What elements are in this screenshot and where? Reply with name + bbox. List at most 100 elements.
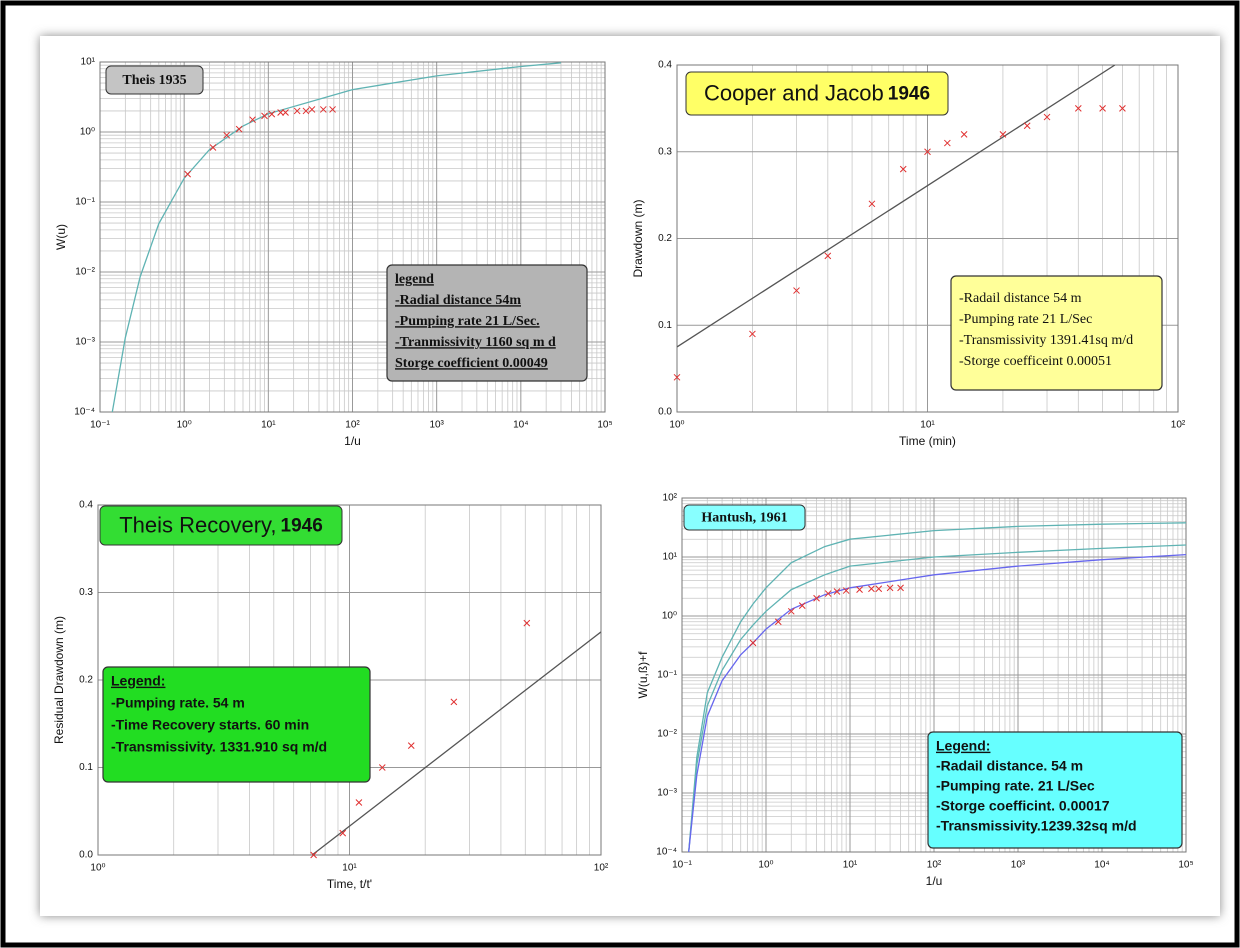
legend-item: -Radail distance 54 m xyxy=(959,291,1082,306)
x-tick-label: 10⁰ xyxy=(177,420,192,431)
y-tick-label: 0.1 xyxy=(79,762,93,773)
data-point xyxy=(329,106,336,113)
series-line xyxy=(688,544,1186,852)
data-point xyxy=(308,106,316,113)
data-point xyxy=(943,139,951,147)
y-tick-label: 0.2 xyxy=(658,233,672,244)
legend-item: -Transmissivity 1391.41sq m/d xyxy=(959,333,1133,348)
x-tick-label: 10⁵ xyxy=(597,420,612,431)
legend-box xyxy=(386,264,588,382)
data-point xyxy=(868,200,876,208)
data-point xyxy=(282,109,289,116)
title-year: 1946 xyxy=(888,84,930,105)
legend-item: -Time Recovery starts. 60 min xyxy=(111,717,309,733)
x-tick-label: 10⁰ xyxy=(669,420,684,431)
x-tick-label: 10¹ xyxy=(261,420,276,431)
legend-item: -Pumping rate. 21 L/Sec xyxy=(936,778,1095,794)
data-point xyxy=(249,116,256,124)
legend-title: legend xyxy=(395,272,434,287)
data-point xyxy=(293,107,301,115)
title-box xyxy=(683,504,806,531)
legend-item: -Storge coefficeint 0.00051 xyxy=(959,354,1112,369)
data-point xyxy=(960,131,968,138)
series-line xyxy=(111,62,562,412)
legend-item: -Pumping rate. 54 m xyxy=(111,695,245,711)
data-point xyxy=(450,698,458,706)
x-axis-label: 1/u xyxy=(926,874,943,888)
y-tick-label: 10⁰ xyxy=(662,611,677,622)
legend-item: -Transmissivity. 1331.910 sq m/d xyxy=(111,739,327,755)
x-tick-label: 10¹ xyxy=(920,420,935,431)
chart-title: Theis Recovery, 1946 xyxy=(119,512,323,537)
data-point xyxy=(261,112,268,120)
legend-item: -Radail distance. 54 m xyxy=(936,758,1083,774)
y-tick-label: 10² xyxy=(663,493,678,504)
series-line xyxy=(677,65,1116,348)
data-point xyxy=(523,619,531,627)
data-point xyxy=(787,607,795,615)
data-point xyxy=(856,586,863,593)
data-point xyxy=(897,584,904,592)
x-tick-label: 10³ xyxy=(1011,860,1026,871)
legend-item: -Radial distance 54m xyxy=(395,293,521,308)
x-tick-label: 10⁰ xyxy=(90,863,105,874)
y-axis-label: W(u,ß)+f xyxy=(636,651,650,699)
series-line xyxy=(688,522,1186,852)
data-point xyxy=(407,742,415,749)
data-point xyxy=(1043,113,1051,121)
data-point xyxy=(875,585,883,593)
data-point xyxy=(1023,122,1031,130)
title-box xyxy=(99,505,343,546)
chart-title: Cooper and Jacob 1946 xyxy=(704,80,930,105)
legend-title: Legend: xyxy=(936,738,990,754)
x-axis-label: Time (min) xyxy=(899,434,956,448)
y-tick-label: 0.4 xyxy=(658,60,672,71)
data-point xyxy=(824,590,832,597)
data-point xyxy=(319,106,327,113)
data-point xyxy=(842,587,850,594)
y-axis-label: Residual Drawdown (m) xyxy=(52,616,66,744)
data-point xyxy=(774,618,782,626)
y-tick-label: 10¹ xyxy=(81,57,96,68)
title-text: Theis 1935 xyxy=(122,73,186,88)
y-tick-label: 10⁰ xyxy=(80,127,95,138)
data-point xyxy=(268,110,276,118)
y-tick-label: 10⁻¹ xyxy=(657,670,677,681)
data-point xyxy=(223,131,231,139)
data-point xyxy=(886,584,894,592)
plot-border xyxy=(681,497,1187,853)
data-point xyxy=(673,373,681,381)
data-point xyxy=(868,585,875,593)
legend-box xyxy=(102,666,371,783)
y-tick-label: 0.3 xyxy=(79,587,93,598)
data-point xyxy=(355,799,363,806)
y-tick-label: 10⁻² xyxy=(75,267,95,278)
y-tick-label: 0.0 xyxy=(79,850,93,861)
data-point xyxy=(378,764,386,771)
data-point xyxy=(833,588,841,595)
data-point xyxy=(749,639,757,647)
y-tick-label: 0.3 xyxy=(658,146,672,157)
title-box xyxy=(685,71,949,116)
data-point xyxy=(824,252,832,260)
legend-item: -Tranmissivity 1160 sq m d xyxy=(395,335,556,350)
legend-box xyxy=(927,731,1183,849)
y-tick-label: 10⁻² xyxy=(657,729,677,740)
title-box xyxy=(105,65,204,95)
series-line xyxy=(311,631,601,855)
legend-item: -Pumping rate 21 L/Sec. xyxy=(395,314,540,329)
x-tick-label: 10³ xyxy=(429,420,444,431)
x-tick-label: 10⁻¹ xyxy=(90,420,110,431)
chart: 10⁰ 10¹ 10² 0.0 0.1 0.2 0.3 0.4 Time, t/t' Residu… xyxy=(52,500,609,892)
x-tick-label: 10⁵ xyxy=(1178,860,1193,871)
data-point xyxy=(184,170,192,178)
x-tick-label: 10⁰ xyxy=(758,860,773,871)
x-tick-label: 10² xyxy=(594,863,609,874)
data-point xyxy=(1119,105,1126,112)
legend-item: Storge coefficient 0.00049 xyxy=(395,356,548,371)
y-tick-label: 10¹ xyxy=(663,552,678,563)
y-tick-label: 0.4 xyxy=(79,500,93,511)
data-point xyxy=(339,829,347,837)
data-point xyxy=(813,594,820,602)
